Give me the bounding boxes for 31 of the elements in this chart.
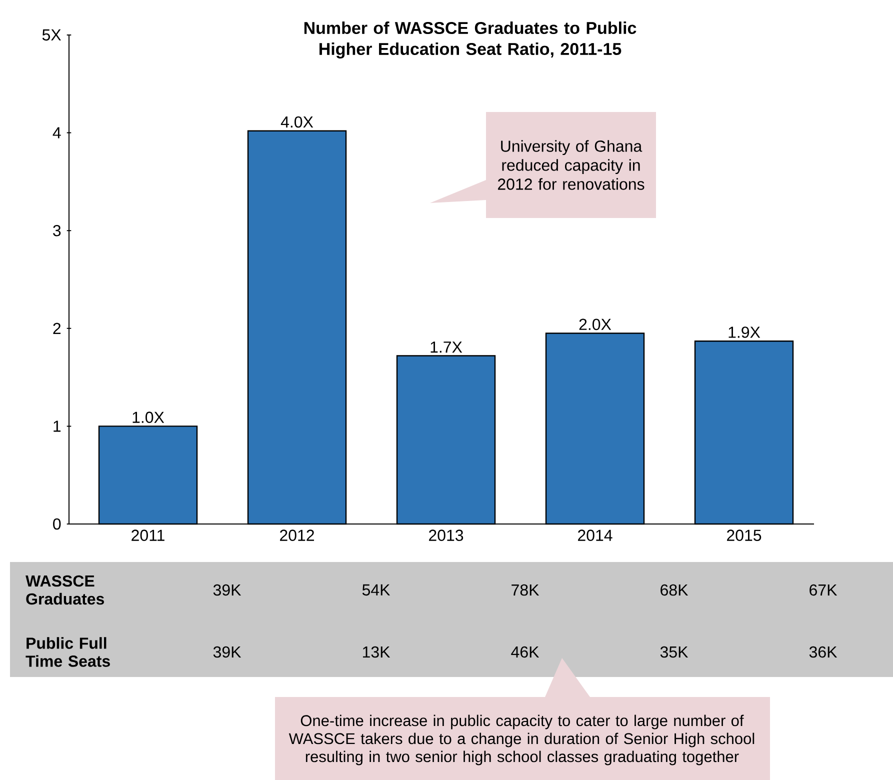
x-tick-label: 2011 [132,530,164,541]
data-label: 1.9X [728,326,760,338]
data-label: 1.7X [430,342,462,353]
data-label: 2.0X [579,318,612,330]
annotation: University of Ghana reduced capacity in 2012 for renovations [498,140,644,190]
text: 35K [660,646,688,658]
text: 68K [660,584,688,596]
x-tick-label: 2012 [280,530,314,541]
x-tick-label: 2015 [727,530,762,541]
y-tick-label: 5X [42,29,61,41]
chart-title: Number of WASSCE Graduates to Public Higher Education Seat Ratio, 2011-15 [304,22,636,58]
text: 67K [810,584,838,596]
x-tick-label: 2013 [429,530,464,541]
y-tick-label: 3 [53,224,61,236]
text: 13K [362,646,390,658]
text: 36K [809,646,838,658]
text: Public Full Time Seats [26,637,110,667]
y-tick-label: 0 [53,518,61,530]
text: 54K [362,584,390,596]
y-tick-label: 1 [54,420,61,432]
text: 39K [213,584,242,596]
text: 39K [213,646,242,658]
y-tick-label: 2 [53,322,61,334]
y-tick-label: 4 [52,127,61,138]
data-label: 1.0X [132,412,164,423]
text: One-time increase in public capacity to cater to large number of WASSCE takers due to a change in duration of Senior High school resulting in two senior high school classes graduating together [288,714,754,766]
text: WASSCE Graduates [26,575,104,605]
text: 46K [511,646,540,658]
data-label: 4.0X [280,116,314,128]
x-tick-label: 2014 [578,530,612,541]
text: 78K [512,584,540,596]
